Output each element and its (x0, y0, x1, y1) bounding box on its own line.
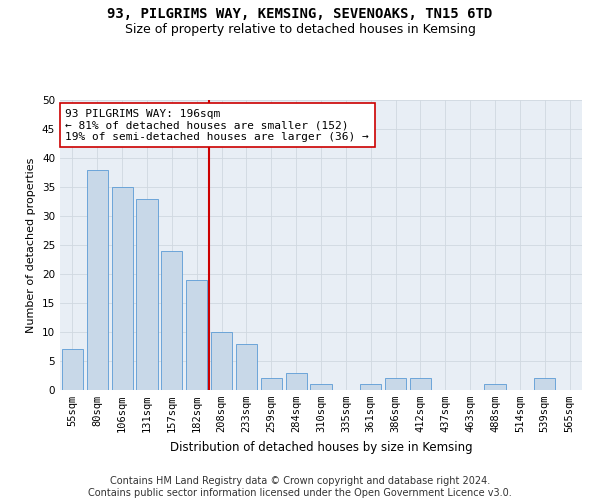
Bar (136, 198, 158, 390)
Text: 93 PILGRIMS WAY: 196sqm
← 81% of detached houses are smaller (152)
19% of semi-d: 93 PILGRIMS WAY: 196sqm ← 81% of detache… (65, 108, 369, 142)
Bar (62, 350, 83, 390)
Bar (385, 378, 406, 390)
Bar (112, 187, 133, 390)
Bar (87, 170, 108, 390)
Bar (161, 251, 182, 390)
Y-axis label: Number of detached properties: Number of detached properties (26, 158, 37, 332)
Bar (484, 384, 506, 390)
X-axis label: Distribution of detached houses by size in Kemsing: Distribution of detached houses by size … (170, 440, 472, 454)
Text: 93, PILGRIMS WAY, KEMSING, SEVENOAKS, TN15 6TD: 93, PILGRIMS WAY, KEMSING, SEVENOAKS, TN… (107, 8, 493, 22)
Text: Contains HM Land Registry data © Crown copyright and database right 2024.
Contai: Contains HM Land Registry data © Crown c… (88, 476, 512, 498)
Bar (261, 378, 282, 390)
Bar (236, 344, 257, 390)
Bar (310, 384, 332, 390)
Bar (360, 384, 381, 390)
Bar (286, 372, 307, 390)
Text: Size of property relative to detached houses in Kemsing: Size of property relative to detached ho… (125, 22, 475, 36)
Bar (186, 280, 207, 390)
Bar (534, 378, 555, 390)
Bar (211, 332, 232, 390)
Bar (410, 378, 431, 390)
